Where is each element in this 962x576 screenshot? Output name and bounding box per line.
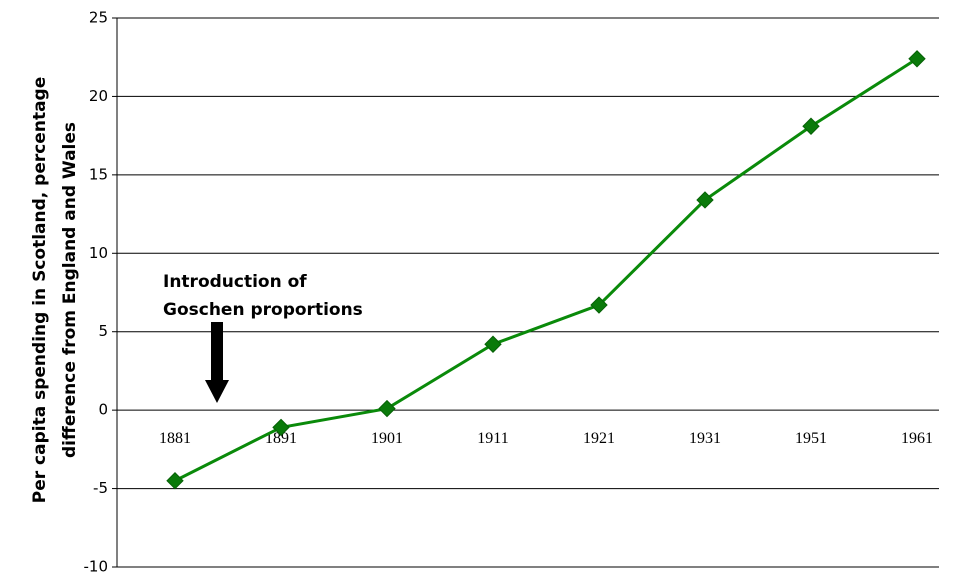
x-tick-label: 1921 <box>583 430 615 447</box>
x-tick-label: 1891 <box>265 430 297 447</box>
y-tick-label: -5 <box>93 479 108 497</box>
y-tick-label: 15 <box>89 165 108 183</box>
y-axis-label: difference from England and Wales <box>60 122 80 458</box>
x-tick-label: 1951 <box>795 430 827 447</box>
x-tick-label: 1901 <box>371 430 403 447</box>
x-tick-label: 1911 <box>477 430 508 447</box>
marker <box>802 117 820 135</box>
annotation-arrow <box>205 322 229 403</box>
marker <box>378 399 396 418</box>
annotation: Goschen proportions <box>163 300 363 320</box>
y-tick-label: 20 <box>89 87 108 105</box>
x-tick-label: 1961 <box>901 430 933 447</box>
marker <box>484 335 502 353</box>
y-tick-label: -10 <box>84 558 109 576</box>
marker <box>908 50 926 68</box>
marker <box>166 472 184 490</box>
x-tick-label: 1931 <box>689 430 721 447</box>
x-tick-label: 1881 <box>159 430 191 447</box>
annotation: Introduction of <box>163 272 307 292</box>
marker <box>272 418 290 437</box>
y-tick-label: 10 <box>89 244 108 262</box>
y-tick-label: 5 <box>98 322 108 340</box>
series-line <box>174 57 918 483</box>
y-axis-label: Per capita spending in Scotland, percent… <box>30 77 50 503</box>
y-tick-label: 0 <box>98 401 108 419</box>
marker <box>590 296 608 314</box>
marker <box>696 191 714 209</box>
y-tick-label: 25 <box>89 9 108 27</box>
